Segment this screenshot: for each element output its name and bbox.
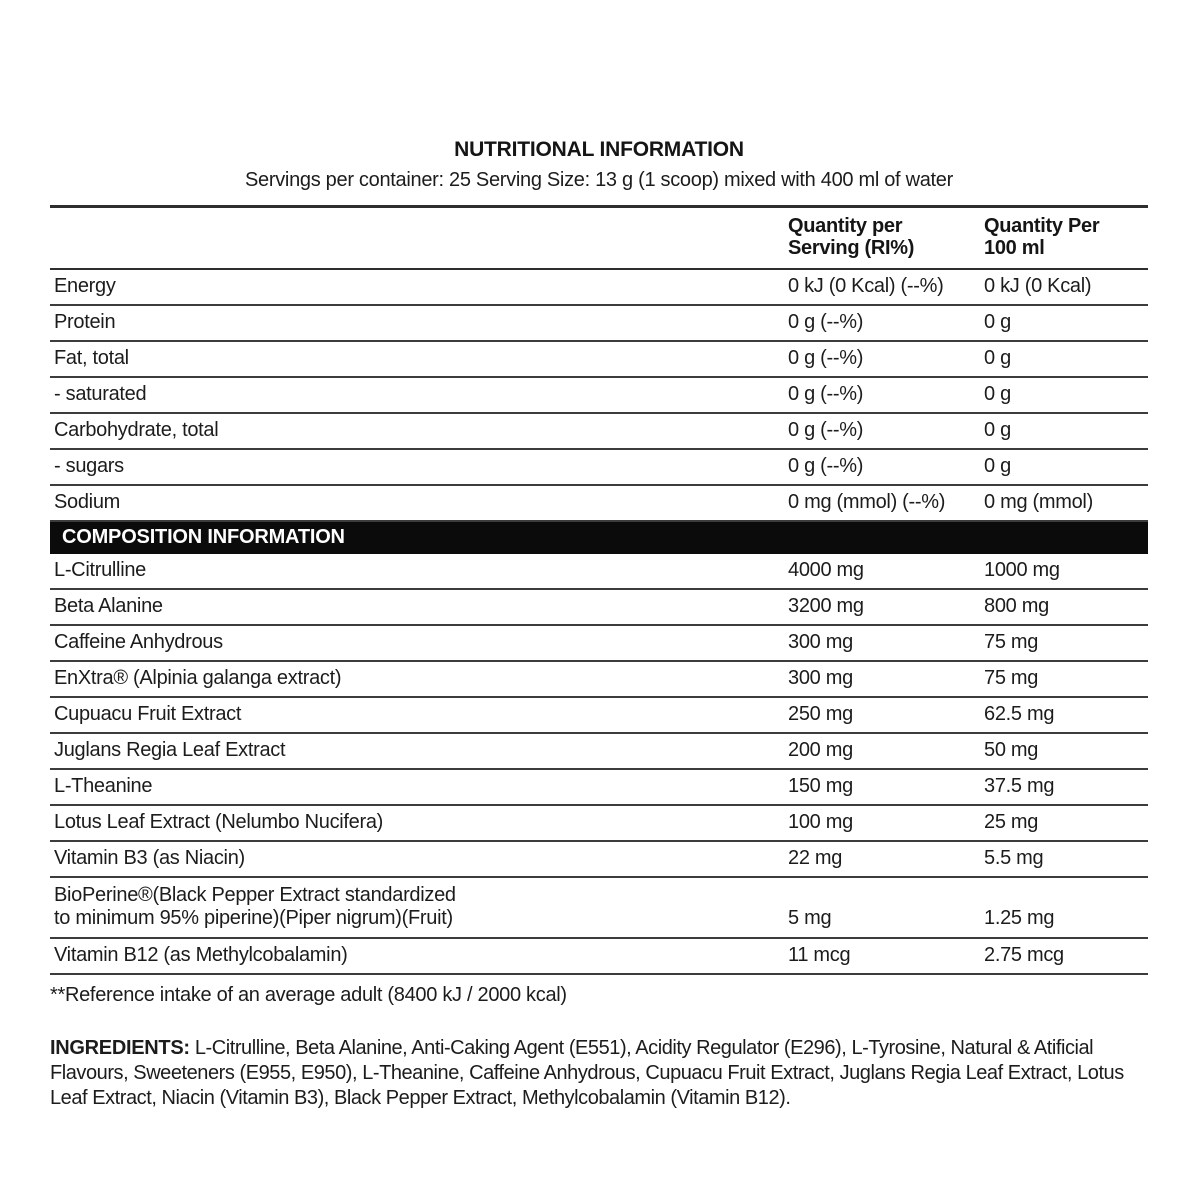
- table-row-cupuacu-fruit-extract: Cupuacu Fruit Extract 250 mg 62.5 mg: [50, 698, 1148, 734]
- row-label: Vitamin B3 (as Niacin): [54, 846, 245, 869]
- row-per-100ml: 50 mg: [984, 738, 1039, 761]
- row-label: Caffeine Anhydrous: [54, 630, 223, 653]
- header-per-serving-line2: Serving (RI%): [788, 237, 915, 260]
- row-per-100ml: 0 g: [984, 346, 1011, 369]
- table-row-enxtra: EnXtra® (Alpinia galanga extract) 300 mg…: [50, 662, 1148, 698]
- serving-info: Servings per container: 25 Serving Size:…: [245, 169, 953, 191]
- table-row-sugars: - sugars 0 g (--%) 0 g: [50, 450, 1148, 486]
- table-row-carbohydrate-total: Carbohydrate, total 0 g (--%) 0 g: [50, 414, 1148, 450]
- row-label: - saturated: [54, 382, 147, 405]
- row-label: EnXtra® (Alpinia galanga extract): [54, 666, 342, 689]
- row-label: Juglans Regia Leaf Extract: [54, 738, 286, 761]
- row-per-serving: 0 g (--%): [788, 310, 864, 333]
- row-per-100ml: 0 g: [984, 382, 1011, 405]
- row-label: L-Theanine: [54, 774, 153, 797]
- row-label: Lotus Leaf Extract (Nelumbo Nucifera): [54, 810, 384, 833]
- header-per-100ml-line1: Quantity Per: [984, 215, 1100, 237]
- table-row-energy: Energy 0 kJ (0 Kcal) (--%) 0 kJ (0 Kcal): [50, 270, 1148, 306]
- row-label: Cupuacu Fruit Extract: [54, 702, 242, 725]
- row-per-serving: 3200 mg: [788, 594, 864, 617]
- page-title: NUTRITIONAL INFORMATION: [454, 138, 744, 161]
- row-label-line1: BioPerine®(Black Pepper Extract standard…: [54, 883, 456, 906]
- header-per-serving: Quantity per Serving (RI%): [788, 215, 984, 260]
- table-row-caffeine-anhydrous: Caffeine Anhydrous 300 mg 75 mg: [50, 626, 1148, 662]
- row-per-100ml: 0 mg (mmol): [984, 490, 1093, 513]
- row-per-serving: 300 mg: [788, 666, 853, 689]
- table-row-sodium: Sodium 0 mg (mmol) (--%) 0 mg (mmol): [50, 486, 1148, 522]
- row-per-serving: 0 kJ (0 Kcal) (--%): [788, 274, 944, 297]
- nutrition-table: Quantity per Serving (RI%) Quantity Per …: [50, 205, 1148, 975]
- row-per-serving: 11 mcg: [788, 943, 851, 966]
- table-row-l-theanine: L-Theanine 150 mg 37.5 mg: [50, 770, 1148, 806]
- row-per-serving: 0 g (--%): [788, 418, 864, 441]
- row-per-100ml: 0 g: [984, 418, 1011, 441]
- row-per-100ml: 75 mg: [984, 666, 1039, 689]
- row-label: Sodium: [54, 490, 121, 513]
- row-label: Protein: [54, 310, 116, 333]
- row-per-100ml: 0 g: [984, 310, 1011, 333]
- ingredients-label: INGREDIENTS:: [50, 1036, 190, 1059]
- row-label: Carbohydrate, total: [54, 418, 219, 441]
- table-header-row: Quantity per Serving (RI%) Quantity Per …: [50, 208, 1148, 270]
- row-label: L-Citrulline: [54, 558, 146, 581]
- header-per-100ml: Quantity Per 100 ml: [984, 215, 1148, 260]
- reference-intake-footnote: **Reference intake of an average adult (…: [50, 983, 567, 1006]
- table-row-saturated: - saturated 0 g (--%) 0 g: [50, 378, 1148, 414]
- row-per-serving: 0 g (--%): [788, 454, 864, 477]
- row-label: Fat, total: [54, 346, 129, 369]
- row-per-serving: 100 mg: [788, 810, 853, 833]
- row-per-100ml: 1.25 mg: [984, 906, 1055, 929]
- row-per-serving: 300 mg: [788, 630, 853, 653]
- table-row-vitamin-b3: Vitamin B3 (as Niacin) 22 mg 5.5 mg: [50, 842, 1148, 878]
- row-per-serving: 0 g (--%): [788, 346, 864, 369]
- row-per-100ml: 37.5 mg: [984, 774, 1055, 797]
- row-per-serving: 5 mg: [788, 906, 832, 929]
- row-per-100ml: 2.75 mcg: [984, 943, 1064, 966]
- row-per-100ml: 25 mg: [984, 810, 1039, 833]
- table-row-l-citrulline: L-Citrulline 4000 mg 1000 mg: [50, 554, 1148, 590]
- nutrition-label: NUTRITIONAL INFORMATION Servings per con…: [50, 138, 1148, 1111]
- row-per-100ml: 5.5 mg: [984, 846, 1044, 869]
- row-per-100ml: 0 kJ (0 Kcal): [984, 274, 1092, 297]
- composition-section-header: COMPOSITION INFORMATION: [50, 521, 1148, 554]
- table-row-bioperine: BioPerine®(Black Pepper Extract standard…: [50, 878, 1148, 939]
- row-per-serving: 22 mg: [788, 846, 843, 869]
- header-per-100ml-line2: 100 ml: [984, 237, 1045, 260]
- row-per-100ml: 800 mg: [984, 594, 1049, 617]
- header-per-serving-line1: Quantity per: [788, 215, 903, 237]
- row-per-100ml: 62.5 mg: [984, 702, 1055, 725]
- table-row-juglans-regia: Juglans Regia Leaf Extract 200 mg 50 mg: [50, 734, 1148, 770]
- row-label: - sugars: [54, 454, 124, 477]
- row-per-100ml: 75 mg: [984, 630, 1039, 653]
- row-per-serving: 0 mg (mmol) (--%): [788, 490, 946, 513]
- table-row-vitamin-b12: Vitamin B12 (as Methylcobalamin) 11 mcg …: [50, 939, 1148, 975]
- row-label: BioPerine®(Black Pepper Extract standard…: [50, 884, 788, 930]
- row-per-serving: 0 g (--%): [788, 382, 864, 405]
- row-label: Vitamin B12 (as Methylcobalamin): [54, 943, 348, 966]
- row-per-serving: 200 mg: [788, 738, 853, 761]
- row-per-serving: 4000 mg: [788, 558, 864, 581]
- table-row-beta-alanine: Beta Alanine 3200 mg 800 mg: [50, 590, 1148, 626]
- row-per-100ml: 1000 mg: [984, 558, 1060, 581]
- table-row-fat-total: Fat, total 0 g (--%) 0 g: [50, 342, 1148, 378]
- row-per-serving: 150 mg: [788, 774, 853, 797]
- row-label-line2: to minimum 95% piperine)(Piper nigrum)(F…: [54, 906, 453, 929]
- row-label: Beta Alanine: [54, 594, 163, 617]
- table-row-protein: Protein 0 g (--%) 0 g: [50, 306, 1148, 342]
- ingredients-text: L-Citrulline, Beta Alanine, Anti-Caking …: [50, 1036, 1124, 1109]
- row-per-100ml: 0 g: [984, 454, 1011, 477]
- row-label: Energy: [54, 274, 116, 297]
- ingredients-paragraph: INGREDIENTS: L-Citrulline, Beta Alanine,…: [50, 1036, 1148, 1111]
- table-row-lotus-leaf-extract: Lotus Leaf Extract (Nelumbo Nucifera) 10…: [50, 806, 1148, 842]
- row-per-serving: 250 mg: [788, 702, 853, 725]
